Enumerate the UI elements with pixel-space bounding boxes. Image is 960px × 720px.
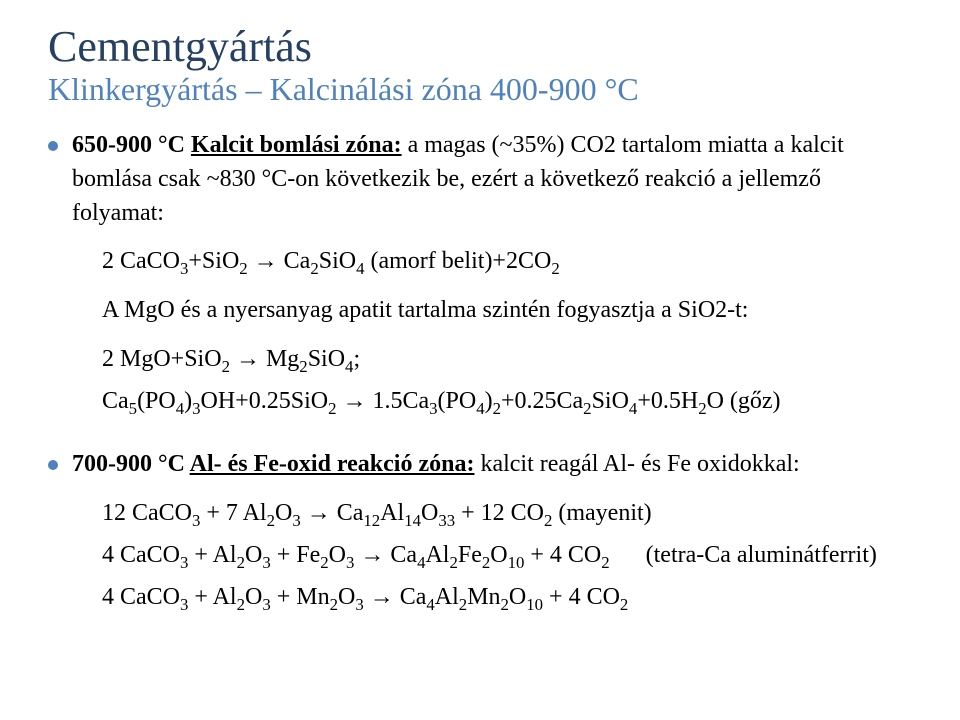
bullet-1: 650-900 °C Kalcit bomlási zóna: a magas …: [48, 129, 912, 230]
eq-block-2: 2 MgO+SiO2 → Mg2SiO4; Ca5(PO4)3OH+0.25Si…: [102, 338, 912, 422]
bullet-2: 700-900 °C Al- és Fe-oxid reakció zóna: …: [48, 448, 912, 482]
bullet-1-text: 650-900 °C Kalcit bomlási zóna: a magas …: [72, 129, 912, 230]
eq-intro-1: A MgO és a nyersanyag apatit tartalma sz…: [102, 292, 912, 328]
slide-subtitle: Klinkergyártás – Kalcinálási zóna 400-90…: [48, 72, 912, 107]
eq-2-2: 4 CaCO3 + Al2O3 + Fe2O3 → Ca4Al2Fe2O10 +…: [102, 534, 912, 576]
eq-1-3: Ca5(PO4)3OH+0.25SiO2 → 1.5Ca3(PO4)2+0.25…: [102, 380, 912, 422]
bullet-dot-icon: [48, 460, 58, 470]
slide-container: Cementgyártás Klinkergyártás – Kalcinálá…: [0, 0, 960, 658]
eq-1-2: 2 MgO+SiO2 → Mg2SiO4;: [102, 338, 912, 380]
eq-2-3: 4 CaCO3 + Al2O3 + Mn2O3 → Ca4Al2Mn2O10 +…: [102, 576, 912, 618]
slide-title: Cementgyártás: [48, 24, 912, 70]
bullet-2-text: 700-900 °C Al- és Fe-oxid reakció zóna: …: [72, 448, 800, 482]
eq-1-1: 2 CaCO3+SiO2 → Ca2SiO4 (amorf belit)+2CO…: [102, 240, 912, 282]
eq-2-1: 12 CaCO3 + 7 Al2O3 → Ca12Al14O33 + 12 CO…: [102, 492, 912, 534]
eq-block-3: 12 CaCO3 + 7 Al2O3 → Ca12Al14O33 + 12 CO…: [102, 492, 912, 618]
bullet-dot-icon: [48, 141, 58, 151]
eq-block-1: 2 CaCO3+SiO2 → Ca2SiO4 (amorf belit)+2CO…: [102, 240, 912, 282]
